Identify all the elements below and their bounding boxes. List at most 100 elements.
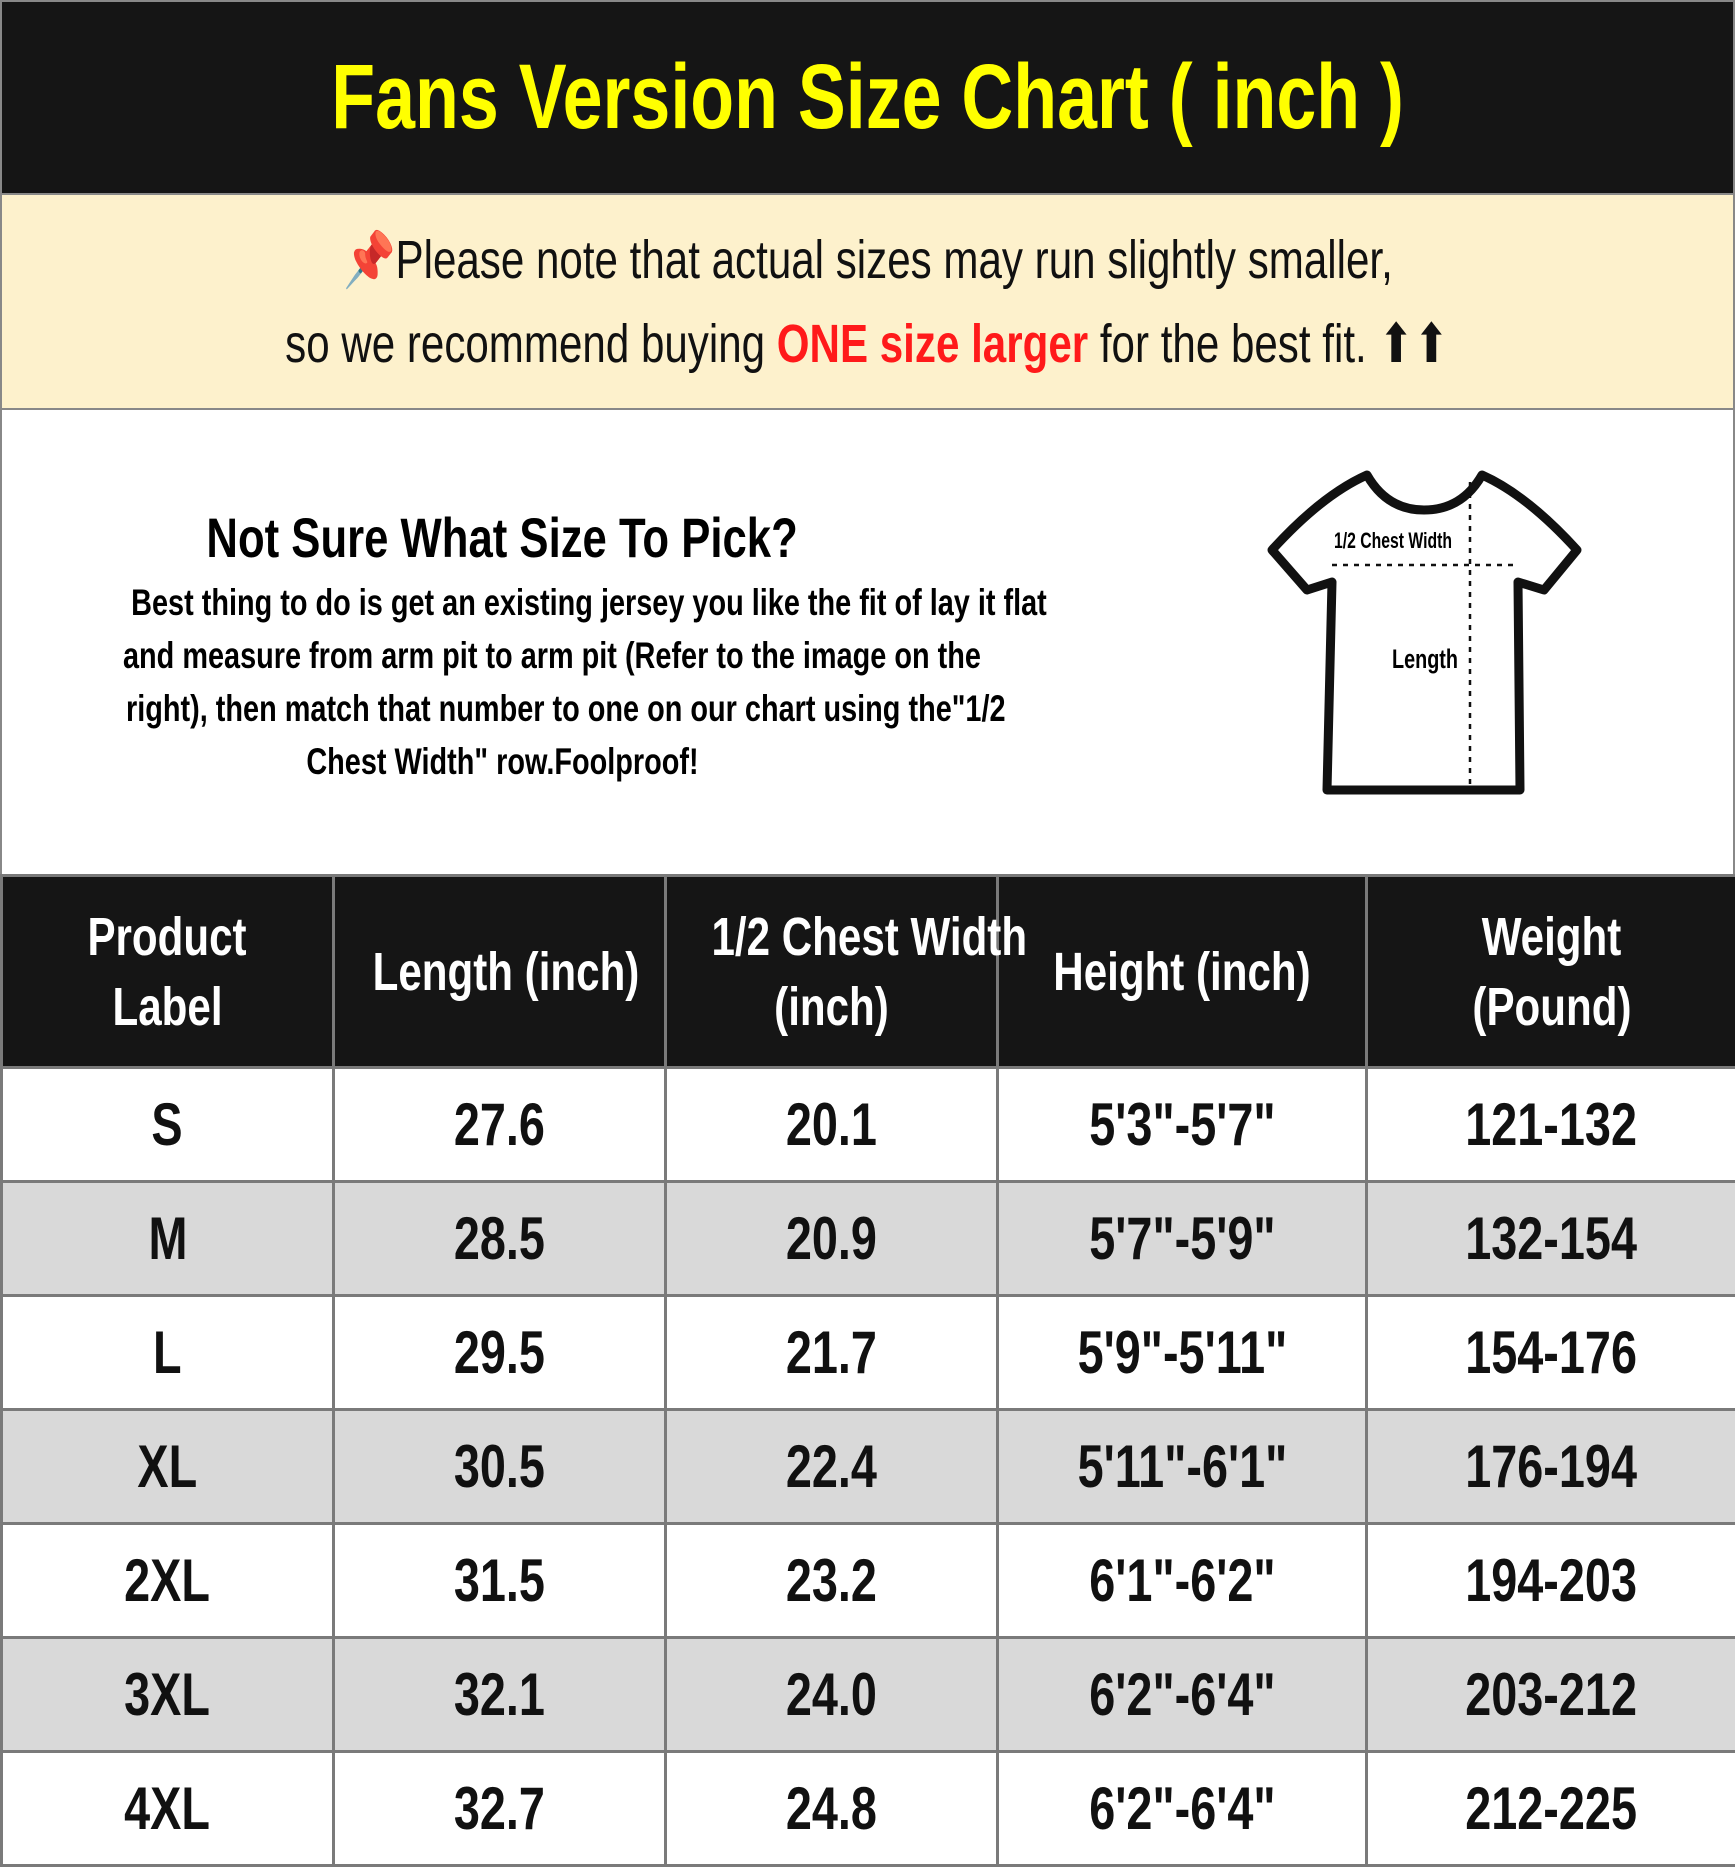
header-text: Height (inch) <box>1053 937 1310 1007</box>
cell-value: 32.7 <box>454 1774 545 1843</box>
guide-line: right), then match that number to one on… <box>126 682 1006 735</box>
table-cell: 6'2"-6'4" <box>998 1638 1367 1752</box>
cell-value: 29.5 <box>454 1318 545 1387</box>
cell-value: 194-203 <box>1466 1546 1638 1615</box>
table-row: 2XL 31.5 23.2 6'1"-6'2" 194-203 <box>2 1524 1735 1638</box>
cell-value: 6'2"-6'4" <box>1089 1660 1275 1729</box>
column-header: Height (inch) <box>998 876 1367 1068</box>
cell-value: 5'9"-5'11" <box>1077 1318 1287 1387</box>
table-cell: 32.1 <box>334 1638 666 1752</box>
table-cell: L <box>2 1296 334 1410</box>
cell-value: M <box>148 1204 187 1273</box>
table-row: 4XL 32.7 24.8 6'2"-6'4" 212-225 <box>2 1752 1735 1866</box>
table-cell: 32.7 <box>334 1752 666 1866</box>
table-cell: 5'7"-5'9" <box>998 1182 1367 1296</box>
cell-value: 132-154 <box>1466 1204 1638 1273</box>
cell-value: 121-132 <box>1466 1090 1638 1159</box>
table-cell: 28.5 <box>334 1182 666 1296</box>
cell-value: 30.5 <box>454 1432 545 1501</box>
cell-value: 3XL <box>125 1660 211 1729</box>
cell-value: 24.8 <box>786 1774 877 1843</box>
table-cell: 24.0 <box>666 1638 998 1752</box>
column-header: Length (inch) <box>334 876 666 1068</box>
note-line-2-post: for the best fit. ⬆⬆ <box>1089 314 1450 374</box>
table-cell: 6'2"-6'4" <box>998 1752 1367 1866</box>
table-cell: 21.7 <box>666 1296 998 1410</box>
table-cell: M <box>2 1182 334 1296</box>
header-text: Product <box>88 902 247 972</box>
table-cell: 31.5 <box>334 1524 666 1638</box>
cell-value: 23.2 <box>786 1546 877 1615</box>
header-text: (inch) <box>774 972 889 1042</box>
table-cell: 121-132 <box>1367 1068 1735 1182</box>
guide-heading: Not Sure What Size To Pick? <box>206 505 797 570</box>
table-cell: 5'3"-5'7" <box>998 1068 1367 1182</box>
table-row: S 27.6 20.1 5'3"-5'7" 121-132 <box>2 1068 1735 1182</box>
table-cell: 194-203 <box>1367 1524 1735 1638</box>
table-cell: 154-176 <box>1367 1296 1735 1410</box>
cell-value: 21.7 <box>786 1318 877 1387</box>
header-text: Label <box>112 972 222 1042</box>
table-cell: 3XL <box>2 1638 334 1752</box>
tshirt-diagram: 1/2 Chest Width Length <box>1262 440 1582 820</box>
table-row: L 29.5 21.7 5'9"-5'11" 154-176 <box>2 1296 1735 1410</box>
cell-value: 6'2"-6'4" <box>1089 1774 1275 1843</box>
cell-value: 203-212 <box>1466 1660 1638 1729</box>
cell-value: 176-194 <box>1466 1432 1638 1501</box>
guide-line: Chest Width" row.Foolproof! <box>306 735 698 788</box>
table-cell: 2XL <box>2 1524 334 1638</box>
cell-value: 2XL <box>125 1546 211 1615</box>
column-header: Weight(Pound) <box>1367 876 1735 1068</box>
cell-value: 22.4 <box>786 1432 877 1501</box>
cell-value: 32.1 <box>454 1660 545 1729</box>
table-cell: 212-225 <box>1367 1752 1735 1866</box>
length-label: Length <box>1392 644 1458 674</box>
table-cell: 203-212 <box>1367 1638 1735 1752</box>
table-cell: 27.6 <box>334 1068 666 1182</box>
cell-value: 31.5 <box>454 1546 545 1615</box>
cell-value: S <box>152 1090 183 1159</box>
guide-line: and measure from arm pit to arm pit (Ref… <box>123 629 981 682</box>
note-line-2-pre: so we recommend buying <box>286 314 778 374</box>
table-cell: 20.9 <box>666 1182 998 1296</box>
chest-width-label: 1/2 Chest Width <box>1334 528 1452 553</box>
table-cell: 23.2 <box>666 1524 998 1638</box>
cell-value: 5'11"-6'1" <box>1077 1432 1287 1501</box>
table-cell: 176-194 <box>1367 1410 1735 1524</box>
table-cell: 4XL <box>2 1752 334 1866</box>
pushpin-icon: 📌 <box>343 230 395 290</box>
cell-value: 20.1 <box>786 1090 877 1159</box>
table-cell: 132-154 <box>1367 1182 1735 1296</box>
page-title: Fans Version Size Chart ( inch ) <box>0 0 1735 193</box>
table-row: M 28.5 20.9 5'7"-5'9" 132-154 <box>2 1182 1735 1296</box>
cell-value: XL <box>138 1432 198 1501</box>
cell-value: 20.9 <box>786 1204 877 1273</box>
cell-value: 212-225 <box>1466 1774 1638 1843</box>
guide-line: Best thing to do is get an existing jers… <box>131 576 1047 629</box>
table-cell: XL <box>2 1410 334 1524</box>
cell-value: 4XL <box>125 1774 211 1843</box>
table-cell: 20.1 <box>666 1068 998 1182</box>
sizing-note: 📌Please note that actual sizes may run s… <box>0 193 1735 410</box>
cell-value: 5'7"-5'9" <box>1089 1204 1275 1273</box>
table-cell: 6'1"-6'2" <box>998 1524 1367 1638</box>
cell-value: 27.6 <box>454 1090 545 1159</box>
table-cell: 5'9"-5'11" <box>998 1296 1367 1410</box>
cell-value: 28.5 <box>454 1204 545 1273</box>
table-cell: 29.5 <box>334 1296 666 1410</box>
cell-value: 6'1"-6'2" <box>1089 1546 1275 1615</box>
note-highlight: ONE size larger <box>777 314 1088 374</box>
note-line-1: Please note that actual sizes may run sl… <box>395 230 1392 290</box>
cell-value: 5'3"-5'7" <box>1089 1090 1275 1159</box>
table-cell: 24.8 <box>666 1752 998 1866</box>
column-header: 1/2 Chest Width(inch) <box>666 876 998 1068</box>
table-cell: S <box>2 1068 334 1182</box>
table-cell: 5'11"-6'1" <box>998 1410 1367 1524</box>
table-cell: 30.5 <box>334 1410 666 1524</box>
header-text: Length (inch) <box>373 937 640 1007</box>
cell-value: 154-176 <box>1466 1318 1638 1387</box>
table-row: XL 30.5 22.4 5'11"-6'1" 176-194 <box>2 1410 1735 1524</box>
table-cell: 22.4 <box>666 1410 998 1524</box>
